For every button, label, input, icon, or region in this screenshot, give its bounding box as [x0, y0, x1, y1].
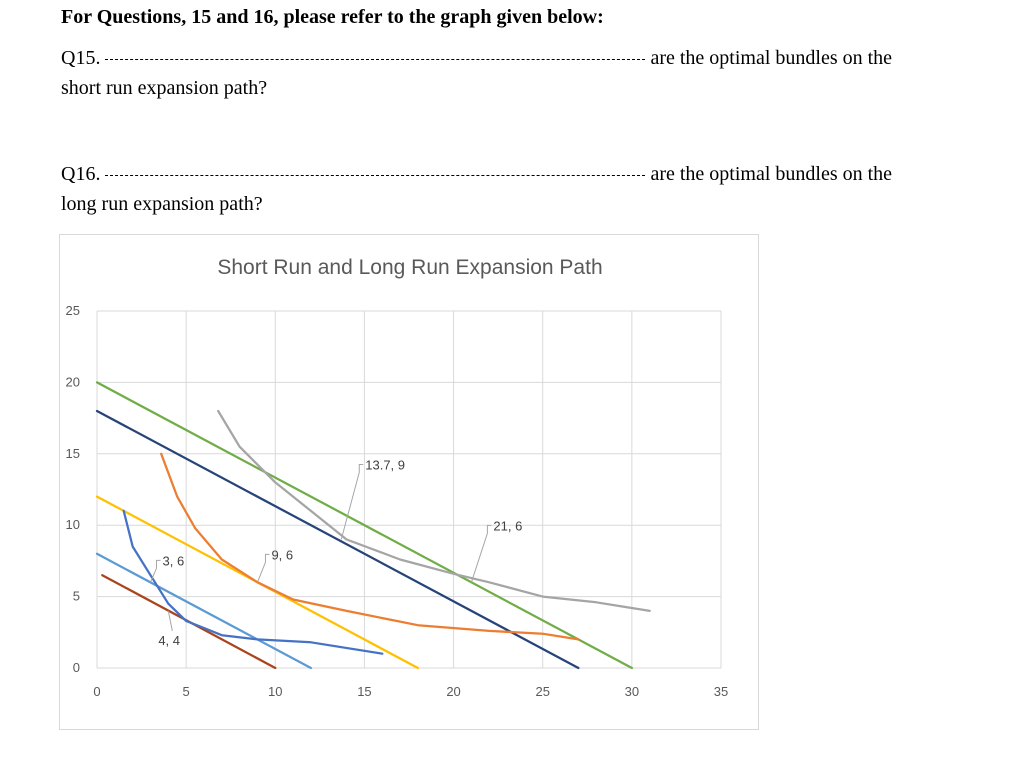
- x-tick-label: 10: [268, 684, 282, 699]
- y-tick-label: 20: [66, 374, 80, 389]
- series-line: [95, 552, 313, 670]
- question-15: Q15. are the optimal bundles on the: [61, 47, 892, 70]
- x-tick-label: 0: [93, 684, 100, 699]
- chart-title: Short Run and Long Run Expansion Path: [217, 256, 602, 279]
- question-16-blank: [105, 174, 646, 176]
- question-15-blank: [105, 58, 646, 60]
- point-label: 13.7, 9: [365, 457, 405, 472]
- label-leader-line: [150, 559, 161, 583]
- x-tick-label: 15: [357, 684, 371, 699]
- axis-ticks: 0 5 10 15 20 25 30 35 0 5 10 15 20 25: [66, 303, 729, 699]
- series-line: [122, 509, 384, 655]
- point-label: 3, 6: [162, 553, 184, 568]
- question-15-continuation: short run expansion path?: [61, 77, 268, 99]
- series-line: [95, 409, 580, 670]
- y-tick-label: 10: [66, 517, 80, 532]
- x-tick-label: 5: [183, 684, 190, 699]
- point-labels: 3, 6 4, 4 9, 6 13.7, 9 21, 6: [150, 457, 522, 648]
- series-line: [217, 409, 651, 613]
- instructions-heading: For Questions, 15 and 16, please refer t…: [61, 6, 604, 28]
- series-line: [160, 452, 580, 641]
- question-16-number: Q16.: [61, 163, 101, 185]
- x-tick-label: 30: [625, 684, 639, 699]
- point-label: 4, 4: [158, 633, 180, 648]
- grid-lines: [96, 310, 722, 669]
- point-label: 9, 6: [271, 547, 293, 562]
- label-leader-line: [167, 610, 173, 631]
- x-tick-label: 35: [714, 684, 728, 699]
- question-16: Q16. are the optimal bundles on the: [61, 163, 892, 186]
- label-leader-line: [256, 553, 270, 583]
- y-tick-label: 15: [66, 446, 80, 461]
- y-tick-label: 5: [73, 589, 80, 604]
- question-16-continuation: long run expansion path?: [61, 193, 263, 215]
- chart-container: Short Run and Long Run Expansion Path 3,…: [59, 234, 759, 730]
- question-15-number: Q15.: [61, 47, 101, 69]
- point-label: 21, 6: [493, 518, 522, 533]
- series-line: [95, 381, 634, 670]
- y-tick-label: 25: [66, 303, 80, 318]
- question-15-tail: are the optimal bundles on the: [650, 47, 893, 69]
- label-leader-line: [340, 463, 364, 540]
- expansion-path-chart: Short Run and Long Run Expansion Path 3,…: [66, 256, 729, 699]
- y-tick-label: 0: [73, 660, 80, 675]
- x-tick-label: 25: [535, 684, 549, 699]
- label-leader-line: [470, 524, 492, 583]
- x-tick-label: 20: [446, 684, 460, 699]
- question-16-tail: are the optimal bundles on the: [650, 163, 893, 185]
